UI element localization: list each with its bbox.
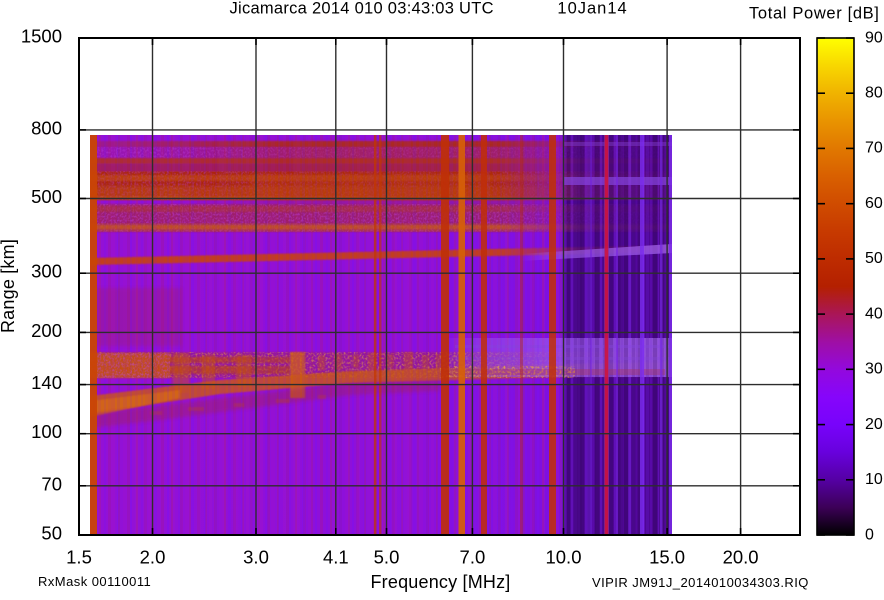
svg-text:10Jan14: 10Jan14 bbox=[557, 0, 627, 18]
svg-text:800: 800 bbox=[31, 117, 62, 138]
svg-text:5.0: 5.0 bbox=[374, 546, 400, 567]
svg-text:10.0: 10.0 bbox=[545, 546, 581, 567]
svg-text:1.5: 1.5 bbox=[66, 546, 92, 567]
svg-text:RxMask 00110011: RxMask 00110011 bbox=[38, 574, 151, 589]
svg-text:15.0: 15.0 bbox=[649, 546, 685, 567]
svg-text:20: 20 bbox=[865, 416, 883, 433]
svg-text:Frequency [MHz]: Frequency [MHz] bbox=[370, 572, 510, 592]
svg-text:3.0: 3.0 bbox=[243, 546, 269, 567]
svg-text:300: 300 bbox=[31, 261, 62, 282]
svg-text:90: 90 bbox=[865, 29, 883, 46]
svg-text:40: 40 bbox=[865, 305, 883, 322]
svg-text:0: 0 bbox=[865, 526, 874, 543]
svg-text:50: 50 bbox=[41, 523, 62, 544]
svg-text:Jicamarca 2014 010 03:43:03 UT: Jicamarca 2014 010 03:43:03 UTC bbox=[230, 0, 494, 18]
svg-text:2.0: 2.0 bbox=[140, 546, 166, 567]
svg-text:20.0: 20.0 bbox=[723, 546, 759, 567]
svg-text:VIPIR JM91J_2014010034303.RIQ: VIPIR JM91J_2014010034303.RIQ bbox=[592, 575, 809, 590]
svg-text:Total Power [dB]: Total Power [dB] bbox=[749, 5, 880, 23]
svg-text:100: 100 bbox=[31, 421, 62, 442]
svg-text:4.1: 4.1 bbox=[323, 546, 349, 567]
svg-text:7.0: 7.0 bbox=[460, 546, 486, 567]
svg-text:50: 50 bbox=[865, 250, 883, 267]
svg-text:140: 140 bbox=[31, 372, 62, 393]
svg-text:60: 60 bbox=[865, 195, 883, 212]
svg-text:10: 10 bbox=[865, 471, 883, 488]
svg-text:70: 70 bbox=[865, 140, 883, 157]
svg-text:200: 200 bbox=[31, 320, 62, 341]
svg-text:80: 80 bbox=[865, 85, 883, 102]
svg-text:500: 500 bbox=[31, 186, 62, 207]
svg-text:Range [km]: Range [km] bbox=[0, 239, 18, 333]
svg-text:70: 70 bbox=[41, 473, 62, 494]
svg-text:30: 30 bbox=[865, 361, 883, 378]
svg-text:1500: 1500 bbox=[21, 26, 62, 47]
